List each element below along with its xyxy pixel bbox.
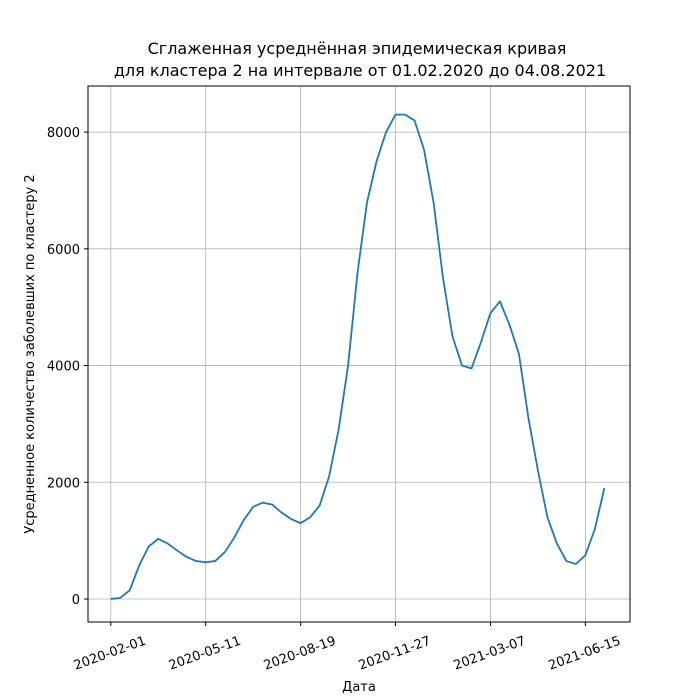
x-tick-label: 2020-02-01: [72, 634, 148, 674]
y-tick-label: 8000: [47, 126, 80, 141]
chart-title: для кластера 2 на интервале от 01.02.202…: [114, 61, 606, 80]
x-tick-label: 2020-11-27: [357, 634, 433, 674]
x-tick-label: 2020-08-19: [262, 634, 338, 674]
x-tick-label: 2021-03-07: [452, 634, 528, 674]
x-axis-label: Дата: [342, 680, 376, 695]
data-line: [110, 113, 606, 600]
y-tick-label: 4000: [47, 360, 80, 375]
x-tick-label: 2021-06-15: [547, 634, 623, 674]
y-tick-label: 2000: [47, 476, 80, 491]
chart-title: Сглаженная усреднённая эпидемическая кри…: [148, 39, 567, 58]
y-tick-label: 6000: [47, 243, 80, 258]
x-tick-label: 2020-05-11: [167, 634, 243, 674]
plot-frame: [87, 85, 631, 623]
y-tick-label: 0: [72, 593, 80, 608]
y-axis-label: Усредненное количество заболевших по кла…: [23, 174, 38, 533]
